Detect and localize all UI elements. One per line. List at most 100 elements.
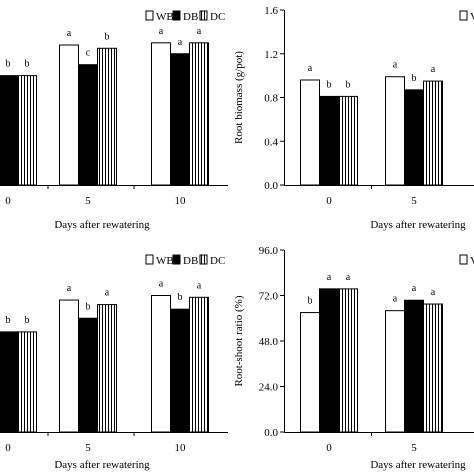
panel-bottom-left: 0 5 10 Days after rewatering b b a b a a b a WB DB DC: [0, 254, 228, 471]
x-tick-label: 10: [175, 442, 187, 454]
bar-wb-5: [385, 310, 405, 433]
bar-db-10: [170, 308, 190, 433]
x-axis-label: Days after rewatering: [54, 219, 150, 231]
significance-label: b: [412, 73, 417, 84]
bar-dc-10: [189, 42, 209, 186]
legend-label: V: [470, 255, 474, 267]
bar-db-5: [78, 64, 98, 186]
significance-label: b: [86, 301, 91, 312]
significance-label: a: [178, 37, 183, 48]
significance-label: a: [412, 283, 417, 294]
significance-label: a: [197, 280, 202, 291]
bar-dc-5: [423, 80, 443, 186]
bar-wb-10: [151, 295, 171, 433]
bar-db-0: [319, 288, 339, 433]
significance-label: a: [431, 287, 436, 298]
significance-label: a: [159, 26, 164, 37]
significance-label: b: [346, 79, 351, 90]
x-tick-label: 0: [326, 442, 332, 454]
legend-swatch-wb: [145, 10, 154, 21]
legend-swatch-db: [172, 10, 181, 21]
y-tick-label: 1.2: [264, 49, 278, 61]
bar-dc-10: [189, 296, 209, 433]
bar-db-5: [404, 299, 424, 433]
y-tick-label: 0.0: [264, 180, 278, 192]
significance-label: b: [308, 296, 313, 307]
bar-wb-5: [59, 44, 79, 186]
significance-label: b: [25, 59, 30, 70]
legend-label: DC: [210, 11, 225, 23]
y-tick-label: 0.8: [264, 93, 278, 105]
legend-swatch-v: [459, 254, 468, 265]
panel-top-left: 0 5 10 Days after rewatering b b a c b a a a WB DB DC: [0, 10, 228, 231]
bar-dc-5: [423, 303, 443, 433]
bar-dc-5: [97, 304, 117, 433]
x-axis-label: Days after rewatering: [370, 219, 466, 231]
x-tick-label: 10: [175, 195, 187, 207]
x-tick-label: 0: [5, 195, 11, 207]
legend-label: WB: [156, 11, 174, 23]
x-axis-label: Days after rewatering: [54, 459, 150, 471]
significance-label: b: [25, 315, 30, 326]
significance-label: a: [393, 294, 398, 305]
legend-label: DC: [210, 255, 225, 267]
bar-db-10: [170, 53, 190, 186]
significance-label: b: [327, 79, 332, 90]
chart-panels: 0 5 10 Days after rewatering b b a c b a a a WB DB DC 0…: [0, 5, 474, 471]
legend-swatch-v: [459, 10, 468, 21]
significance-label: b: [6, 59, 11, 70]
y-axis-label: Root biomass (g/pot): [233, 51, 245, 144]
bar-dc-0: [17, 331, 37, 433]
x-tick-label: 5: [411, 195, 417, 207]
bar-dc-0: [17, 75, 37, 186]
significance-label: a: [346, 272, 351, 283]
bar-dc-0: [338, 288, 358, 433]
y-tick-label: 24.0: [259, 382, 279, 394]
legend-label: V: [470, 11, 474, 23]
bar-dc-5: [97, 47, 117, 186]
legend-swatch-wb: [145, 254, 154, 265]
panel-top-right: 0.0 0.4 0.8 1.2 1.6 Root biomass (g/pot) 0 5 Day…: [233, 5, 474, 231]
legend-label: DB: [183, 11, 198, 23]
significance-label: a: [159, 279, 164, 290]
bar-wb-10: [151, 42, 171, 186]
x-tick-label: 5: [85, 442, 91, 454]
significance-label: a: [393, 60, 398, 71]
bar-wb-5: [385, 76, 405, 186]
legend-label: DB: [183, 255, 198, 267]
panel-bottom-right: 0.0 24.0 48.0 72.0 96.0 Root-shoot ratio (%) 0…: [233, 245, 474, 471]
bar-db-5: [78, 317, 98, 433]
legend-label: WB: [156, 255, 174, 267]
significance-label: c: [86, 48, 91, 59]
significance-label: a: [431, 64, 436, 75]
significance-label: b: [178, 292, 183, 303]
y-tick-label: 72.0: [259, 291, 279, 303]
y-tick-label: 96.0: [259, 245, 279, 257]
significance-label: a: [67, 283, 72, 294]
x-tick-label: 0: [326, 195, 332, 207]
legend-swatch-dc: [199, 10, 208, 21]
x-axis-label: Days after rewatering: [370, 459, 466, 471]
legend-swatch-db: [172, 254, 181, 265]
bar-db-5: [404, 89, 424, 186]
bar-wb-5: [59, 299, 79, 433]
x-tick-label: 5: [411, 442, 417, 454]
y-axis-label: Root-shoot ratio (%): [233, 295, 245, 386]
significance-label: b: [6, 315, 11, 326]
bar-wb-0: [300, 79, 320, 186]
significance-label: a: [327, 272, 332, 283]
y-tick-label: 0.0: [264, 427, 278, 439]
legend-swatch-dc: [199, 254, 208, 265]
bar-db-0: [0, 331, 18, 433]
y-tick-label: 1.6: [264, 5, 278, 17]
significance-label: a: [105, 288, 110, 299]
significance-label: a: [197, 26, 202, 37]
y-tick-label: 0.4: [264, 136, 278, 148]
bar-dc-0: [338, 95, 358, 186]
significance-label: a: [67, 28, 72, 39]
y-tick-label: 48.0: [259, 336, 279, 348]
bar-db-0: [319, 95, 339, 186]
x-tick-label: 5: [85, 195, 91, 207]
bar-wb-0: [300, 312, 320, 433]
